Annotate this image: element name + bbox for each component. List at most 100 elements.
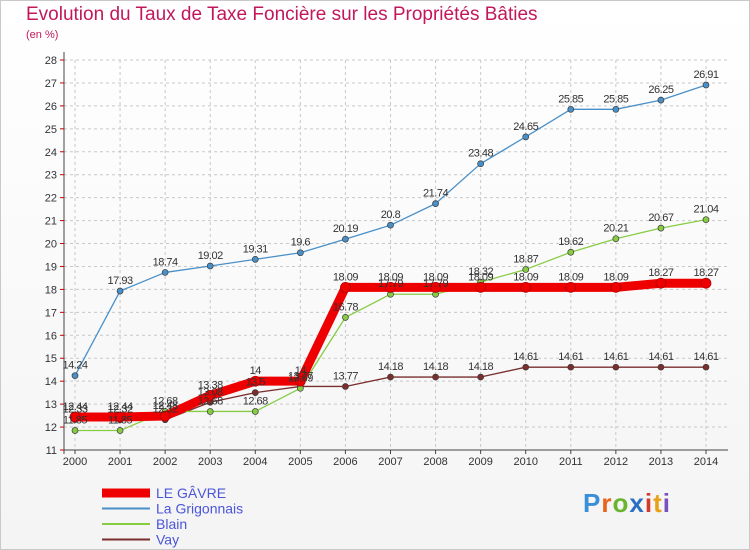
- logo-letter: x: [629, 488, 645, 518]
- data-point: [522, 266, 530, 273]
- data-label: 14: [295, 365, 307, 377]
- data-label: 12.44: [108, 401, 133, 413]
- data-point: [700, 277, 712, 289]
- data-point: [432, 200, 439, 207]
- data-label: 12.33: [62, 403, 87, 415]
- data-point: [565, 281, 577, 293]
- data-point: [520, 281, 532, 293]
- data-point: [71, 427, 79, 434]
- data-label: 12.68: [243, 395, 268, 407]
- x-tick-label: 2000: [63, 456, 87, 468]
- data-label: 25.85: [603, 93, 628, 105]
- y-tick-label: 26: [45, 101, 57, 113]
- data-point: [342, 314, 349, 321]
- data-label: 14.18: [468, 361, 493, 373]
- data-point: [430, 281, 441, 293]
- legend-label: Blain: [156, 516, 187, 532]
- data-point: [432, 373, 439, 381]
- x-tick-label: 2006: [333, 456, 357, 468]
- data-point: [610, 281, 622, 293]
- data-point: [206, 262, 214, 270]
- data-point: [702, 216, 710, 224]
- y-tick-label: 20: [45, 239, 57, 251]
- data-label: 13.77: [288, 370, 313, 382]
- data-label: 17.93: [108, 275, 133, 287]
- data-label: 12.32: [153, 404, 178, 416]
- proxiti-logo: Proxiti: [583, 488, 671, 519]
- data-label: 20.19: [333, 223, 358, 235]
- legend-label: Vay: [156, 532, 179, 548]
- y-tick-label: 15: [45, 353, 57, 365]
- data-label: 18.09: [468, 271, 493, 283]
- data-label: 21.74: [423, 188, 448, 200]
- data-label: 19.02: [198, 250, 223, 262]
- data-label: 23.48: [468, 148, 493, 160]
- y-tick-label: 28: [45, 55, 57, 67]
- data-label: 24.65: [513, 121, 538, 133]
- data-point: [477, 373, 484, 381]
- data-label: 14.61: [693, 351, 718, 363]
- data-label: 17.79: [378, 278, 403, 290]
- data-point: [295, 375, 306, 387]
- data-point: [702, 363, 710, 371]
- data-label: 13.08: [198, 386, 223, 398]
- data-point: [385, 281, 396, 293]
- data-point: [477, 160, 484, 168]
- logo-letter: i: [662, 488, 671, 518]
- x-tick-label: 2013: [649, 456, 673, 468]
- data-label: 26.91: [693, 69, 718, 81]
- y-tick-label: 27: [45, 78, 57, 90]
- x-tick-label: 2007: [378, 456, 402, 468]
- data-label: 16.78: [333, 301, 358, 313]
- data-point: [251, 408, 259, 415]
- chart-title: Evolution du Taux de Taxe Foncière sur l…: [26, 4, 538, 25]
- data-label: 14.61: [558, 351, 583, 363]
- y-tick-label: 17: [45, 307, 57, 319]
- x-tick-label: 2009: [468, 456, 492, 468]
- data-point: [612, 105, 620, 113]
- data-point: [159, 410, 171, 422]
- data-label: 20.8: [381, 209, 401, 221]
- x-tick-label: 2003: [198, 456, 222, 468]
- data-point: [567, 105, 575, 113]
- data-label: 18.27: [648, 267, 673, 279]
- data-label: 14.61: [603, 351, 628, 363]
- data-point: [114, 411, 126, 423]
- y-tick-label: 18: [45, 284, 57, 296]
- data-point: [161, 269, 169, 276]
- data-point: [249, 375, 261, 387]
- x-tick-label: 2004: [243, 456, 267, 468]
- data-label: 19.6: [291, 237, 311, 249]
- data-point: [206, 408, 214, 415]
- y-tick-label: 19: [45, 261, 57, 273]
- data-point: [342, 235, 349, 243]
- data-label: 14.18: [378, 361, 403, 373]
- x-tick-label: 2002: [153, 456, 177, 468]
- data-point: [71, 372, 79, 380]
- data-point: [567, 248, 575, 256]
- data-label: 12.44: [62, 401, 87, 413]
- data-label: 18.32: [468, 266, 493, 278]
- data-point: [522, 363, 530, 371]
- data-point: [655, 277, 667, 289]
- legend-label: La Grigonnais: [156, 501, 243, 517]
- data-label: 14.61: [513, 351, 538, 363]
- data-label: 14.61: [648, 351, 673, 363]
- data-label: 21.04: [693, 204, 718, 216]
- data-point: [342, 383, 349, 390]
- data-label: 20.67: [648, 212, 673, 224]
- logo-letter: i: [644, 488, 654, 518]
- y-tick-label: 11: [46, 445, 57, 457]
- data-label: 20.21: [603, 223, 628, 235]
- chart-subtitle: (en %): [26, 29, 59, 41]
- logo-letter: o: [612, 488, 630, 518]
- data-point: [387, 373, 394, 381]
- x-tick-label: 2011: [559, 456, 583, 468]
- y-tick-label: 22: [45, 193, 57, 205]
- data-point: [116, 287, 124, 295]
- data-label: 13.77: [333, 370, 358, 382]
- data-point: [612, 235, 620, 243]
- data-label: 12.48: [153, 400, 178, 412]
